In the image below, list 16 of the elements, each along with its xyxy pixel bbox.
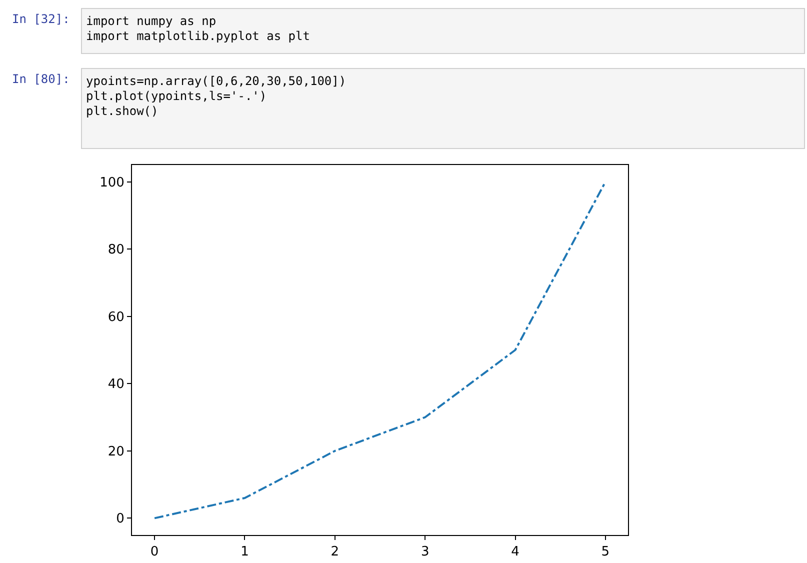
x-tick-label: 2 [330,544,340,560]
x-tick-label: 5 [601,544,610,560]
y-tick-label: 80 [108,242,124,258]
text: In [80]: [12,72,70,86]
x-tick-label: 0 [150,544,159,560]
y-tick-label: 40 [108,377,124,392]
y-tick-label: 20 [108,444,124,460]
x-tick-label: 3 [420,544,430,560]
text: In [32]: [12,12,70,26]
x-tick-label: 1 [240,544,249,560]
text: import numpy as np import matplotlib.pyplot as plt [81,8,805,54]
y-tick-label: 60 [108,310,124,325]
y-tick-label: 100 [100,175,124,190]
y-tick-label: 0 [116,512,124,527]
text: ypoints=np.array([0,6,20,30,50,100]) plt.plot(ypoints,ls='-.') plt.show() [81,68,805,149]
x-tick-label: 4 [511,544,520,560]
